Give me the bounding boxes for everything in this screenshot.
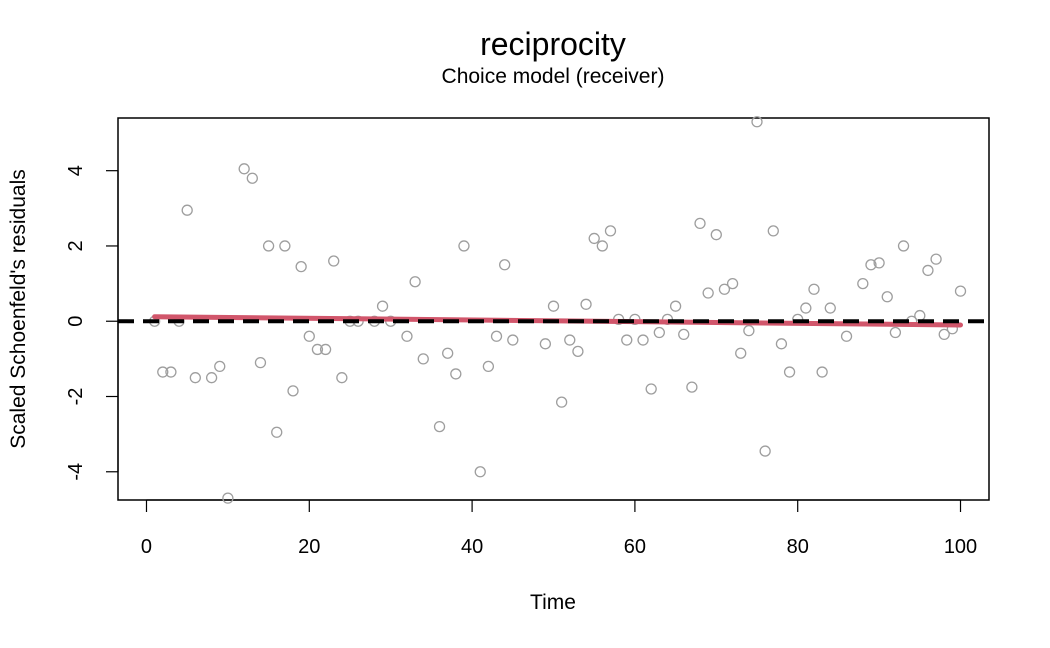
residual-point	[914, 309, 926, 322]
residual-point	[954, 285, 967, 297]
y-tick-label: 4	[65, 165, 87, 176]
residual-point	[710, 229, 722, 241]
residual-point	[930, 253, 942, 265]
x-axis-title: Time	[530, 591, 576, 614]
residual-point	[824, 302, 836, 314]
residual-point	[726, 277, 739, 290]
residual-point	[499, 259, 511, 271]
residual-point	[857, 277, 869, 290]
residual-point	[507, 334, 519, 346]
residual-point	[702, 287, 714, 299]
residual-point	[938, 328, 950, 341]
residual-point	[881, 291, 893, 303]
residual-point	[694, 217, 706, 230]
y-tick-label: -4	[65, 463, 87, 481]
residual-point	[181, 204, 193, 216]
residual-point	[588, 232, 600, 245]
residual-point	[238, 163, 250, 175]
residual-point	[637, 334, 649, 346]
residual-point	[490, 330, 503, 342]
residual-point	[311, 343, 324, 356]
residual-point	[889, 326, 902, 339]
residual-point	[287, 385, 299, 397]
residual-point	[800, 302, 812, 314]
residual-point	[759, 445, 771, 457]
residual-point	[555, 396, 568, 408]
y-axis: -4 -2 0 2 4	[65, 165, 119, 481]
scatter-points	[148, 116, 967, 504]
residual-point	[189, 372, 201, 384]
y-tick-label: 0	[65, 316, 87, 327]
residual-point	[205, 372, 218, 384]
residual-point	[442, 347, 454, 359]
residual-point	[621, 334, 633, 346]
residual-point	[279, 240, 291, 252]
residual-point	[417, 353, 429, 365]
residual-point	[165, 366, 177, 378]
y-tick-label: 2	[65, 240, 87, 251]
x-tick-label: 80	[787, 536, 809, 558]
residual-point	[458, 240, 470, 252]
residual-point	[328, 255, 340, 267]
residual-point	[254, 356, 267, 369]
x-axis: 0 20 40 60 80 100	[141, 499, 977, 558]
residual-point	[718, 283, 731, 295]
residual-point	[783, 366, 796, 378]
residual-point	[319, 343, 332, 356]
residual-point	[271, 426, 283, 438]
residual-point	[596, 240, 608, 252]
residual-point	[767, 225, 779, 237]
x-tick-label: 100	[944, 536, 977, 558]
residual-point	[409, 276, 421, 288]
residual-point	[808, 283, 820, 295]
residual-point	[474, 466, 486, 478]
residual-point	[336, 372, 348, 384]
residual-point	[840, 330, 853, 342]
residual-point	[482, 360, 495, 373]
residual-point	[686, 381, 698, 393]
residual-point	[246, 172, 258, 184]
residual-point	[897, 240, 910, 252]
residual-point	[604, 225, 617, 237]
residual-point	[580, 298, 592, 310]
x-tick-label: 20	[298, 536, 320, 558]
residual-point	[816, 366, 828, 378]
residual-point	[433, 420, 446, 433]
y-axis-title: Scaled Schoenfeld's residuals	[7, 169, 30, 449]
residual-point	[295, 261, 307, 273]
residual-point	[922, 264, 934, 277]
residual-point	[450, 368, 462, 380]
residual-point	[735, 347, 747, 359]
residual-point	[775, 338, 788, 350]
x-tick-label: 40	[461, 536, 483, 558]
residual-point	[539, 338, 552, 350]
residual-point	[865, 259, 877, 271]
residual-point	[645, 383, 657, 395]
residual-point	[547, 300, 560, 312]
residual-point	[678, 328, 690, 341]
chart-subtitle: Choice model (receiver)	[442, 65, 665, 88]
residual-point	[751, 116, 763, 128]
residual-point	[303, 330, 315, 342]
residual-point	[262, 240, 275, 252]
residual-point	[401, 330, 413, 342]
residual-point	[873, 257, 885, 269]
residual-point	[157, 366, 169, 378]
x-tick-label: 60	[624, 536, 646, 558]
residual-point	[743, 324, 755, 337]
residual-point	[653, 326, 665, 339]
x-tick-label: 0	[141, 536, 152, 558]
residual-point	[564, 334, 576, 346]
residual-point	[376, 300, 389, 312]
residual-point	[572, 345, 584, 357]
chart-title: reciprocity	[480, 26, 626, 62]
y-tick-label: -2	[65, 388, 87, 406]
residual-point	[222, 492, 234, 504]
residual-point	[669, 300, 682, 312]
residual-point	[214, 360, 226, 373]
